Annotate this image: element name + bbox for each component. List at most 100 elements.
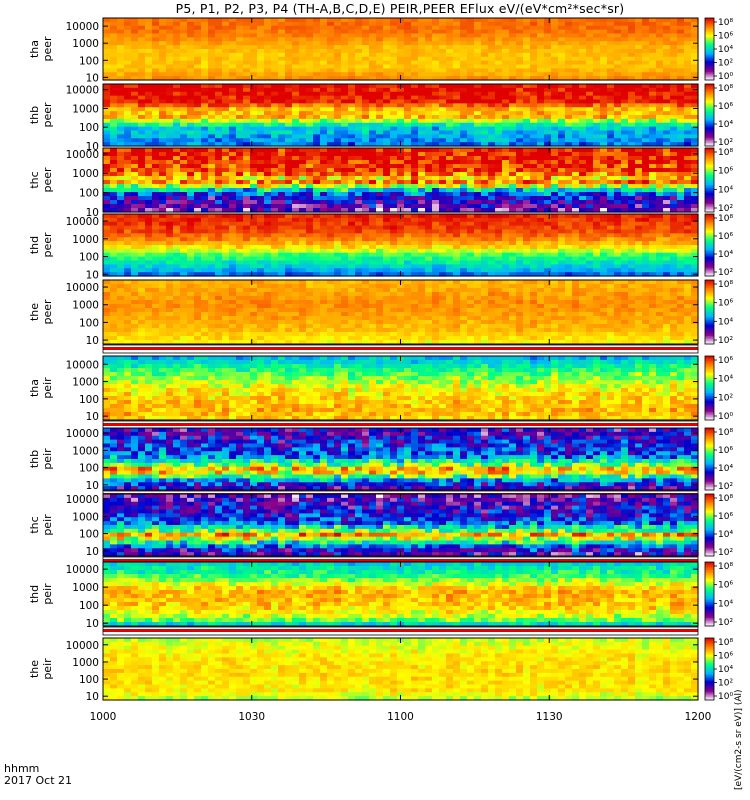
heatmap-cell <box>180 268 188 273</box>
heatmap-cell <box>467 184 475 189</box>
heatmap-cell <box>264 142 272 147</box>
heatmap-cell <box>432 180 440 185</box>
heatmap-cell <box>334 188 342 193</box>
heatmap-cell <box>488 33 496 38</box>
heatmap-cell <box>495 156 503 161</box>
heatmap-cell <box>173 176 181 181</box>
heatmap-cell <box>509 138 517 143</box>
heatmap-cell <box>194 196 202 201</box>
heatmap-cell <box>677 208 685 213</box>
heatmap-cell <box>138 130 146 135</box>
heatmap-cell <box>348 29 356 35</box>
heatmap-cell <box>264 214 272 219</box>
heatmap-cell <box>544 21 552 27</box>
heatmap-cell <box>194 29 202 35</box>
heatmap-cell <box>614 68 622 73</box>
heatmap-cell <box>110 33 118 38</box>
heatmap-cell <box>131 208 139 213</box>
heatmap-cell <box>558 91 566 97</box>
heatmap-cell <box>243 138 251 143</box>
heatmap-cell <box>145 138 153 143</box>
heatmap-cell <box>271 208 279 213</box>
heatmap-cell <box>516 208 524 213</box>
heatmap-cell <box>642 84 650 89</box>
heatmap-cell <box>306 87 314 93</box>
heatmap-cell <box>635 188 643 193</box>
heatmap-cell <box>124 256 132 262</box>
heatmap-cell <box>138 99 146 104</box>
heatmap-cell <box>278 134 286 139</box>
heatmap-cell <box>243 21 251 27</box>
heatmap-cell <box>586 60 594 66</box>
heatmap-cell <box>677 84 685 89</box>
y-tick-label: 10 <box>86 141 99 153</box>
heatmap-cell <box>369 68 377 73</box>
colorbar-step <box>705 102 714 105</box>
heatmap-cell <box>180 84 188 89</box>
heatmap-cell <box>138 264 146 269</box>
heatmap-cell <box>257 130 265 135</box>
heatmap-cell <box>236 107 244 112</box>
heatmap-cell <box>404 33 412 38</box>
heatmap-cell <box>166 164 174 169</box>
heatmap-cell <box>572 115 580 120</box>
heatmap-cell <box>299 138 307 143</box>
heatmap-cell <box>369 91 377 97</box>
heatmap-cell <box>432 41 440 46</box>
heatmap-cell <box>537 60 545 66</box>
heatmap-cell <box>453 172 461 177</box>
heatmap-cell <box>152 188 160 193</box>
heatmap-cell <box>180 184 188 189</box>
heatmap-cell <box>327 180 335 185</box>
heatmap-cell <box>474 91 482 97</box>
heatmap-cell <box>369 107 377 112</box>
heatmap-cell <box>411 33 419 38</box>
heatmap-cell <box>320 152 328 157</box>
heatmap-cell <box>138 248 146 254</box>
heatmap-cell <box>320 29 328 35</box>
heatmap-cell <box>320 204 328 209</box>
heatmap-cell <box>152 138 160 143</box>
heatmap-cell <box>117 76 125 81</box>
heatmap-cell <box>243 217 251 223</box>
heatmap-cell <box>187 248 195 254</box>
heatmap-cell <box>684 168 692 173</box>
heatmap-cell <box>341 260 349 265</box>
heatmap-cell <box>446 204 454 209</box>
heatmap-cell <box>229 217 237 223</box>
heatmap-cell <box>180 260 188 265</box>
heatmap-cell <box>194 208 202 213</box>
heatmap-cell <box>320 56 328 62</box>
heatmap-cell <box>488 115 496 120</box>
heatmap-cell <box>397 229 405 234</box>
heatmap-cell <box>334 248 342 254</box>
heatmap-cell <box>362 233 370 238</box>
heatmap-cell <box>229 122 237 128</box>
heatmap-cell <box>110 72 118 77</box>
heatmap-cell <box>215 248 223 254</box>
heatmap-cell <box>376 204 384 209</box>
heatmap-cell <box>425 18 433 23</box>
heatmap-cell <box>495 72 503 77</box>
heatmap-cell <box>425 204 433 209</box>
heatmap-cell <box>222 21 230 27</box>
heatmap-cell <box>481 168 489 173</box>
heatmap-cell <box>607 45 615 50</box>
heatmap-cell <box>362 134 370 139</box>
heatmap-cell <box>208 221 216 227</box>
heatmap-cell <box>110 241 118 246</box>
heatmap-cell <box>250 142 258 147</box>
heatmap-cell <box>397 168 405 173</box>
heatmap-cell <box>222 252 230 258</box>
heatmap-cell <box>600 76 608 81</box>
heatmap-cell <box>320 76 328 81</box>
heatmap-cell <box>180 252 188 258</box>
heatmap-cell <box>439 64 447 69</box>
heatmap-cell <box>117 138 125 143</box>
heatmap-cell <box>621 152 629 157</box>
heatmap-cell <box>691 192 699 197</box>
heatmap-cell <box>208 99 216 104</box>
heatmap-cell <box>446 49 454 54</box>
heatmap-cell <box>201 142 209 147</box>
